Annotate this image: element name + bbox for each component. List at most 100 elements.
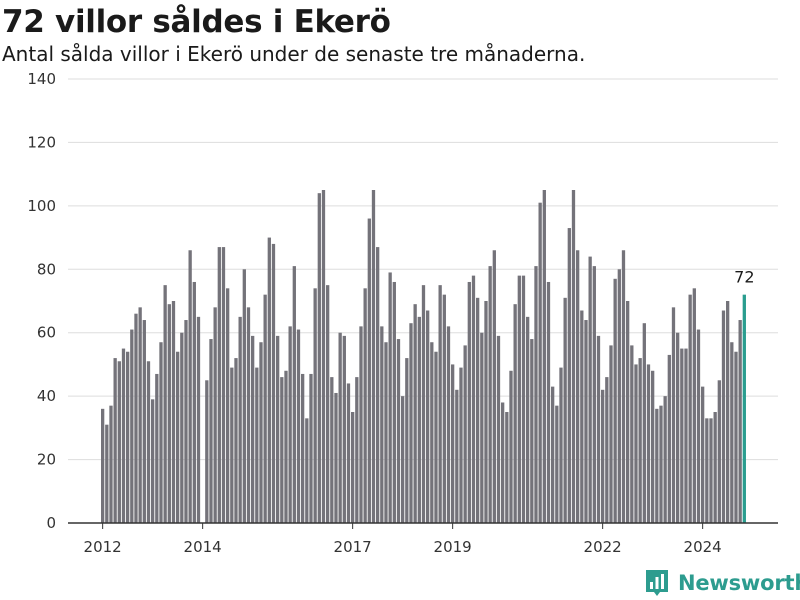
bar bbox=[288, 326, 292, 523]
bar bbox=[134, 313, 138, 523]
bar bbox=[626, 301, 630, 523]
x-tick-label: 2014 bbox=[184, 538, 222, 556]
bar bbox=[380, 326, 384, 523]
bar bbox=[321, 190, 326, 523]
bar bbox=[334, 392, 338, 523]
bar bbox=[717, 380, 721, 523]
chart-title: 72 villor såldes i Ekerö bbox=[2, 4, 391, 40]
bar bbox=[276, 335, 280, 523]
bar bbox=[109, 405, 113, 523]
bar bbox=[142, 320, 146, 523]
bar bbox=[421, 285, 426, 523]
bar bbox=[342, 335, 346, 523]
bar bbox=[542, 190, 546, 523]
bar bbox=[663, 396, 667, 523]
bar bbox=[355, 377, 359, 523]
bar bbox=[480, 332, 484, 523]
bar bbox=[192, 281, 196, 523]
bar bbox=[630, 345, 634, 523]
bar bbox=[430, 342, 434, 523]
bar bbox=[401, 396, 405, 523]
bar bbox=[221, 247, 226, 524]
bar bbox=[255, 367, 259, 523]
bar bbox=[205, 380, 209, 523]
bar bbox=[301, 373, 305, 523]
bar bbox=[467, 281, 471, 523]
bar bbox=[505, 412, 509, 523]
y-tick-label: 140 bbox=[27, 70, 56, 88]
bar bbox=[526, 316, 530, 523]
bar bbox=[105, 424, 109, 523]
bar bbox=[588, 256, 592, 523]
bar bbox=[138, 307, 142, 523]
bar bbox=[351, 412, 355, 523]
bar bbox=[646, 364, 651, 523]
bar bbox=[313, 288, 317, 523]
bar bbox=[684, 348, 688, 523]
bar bbox=[317, 193, 321, 523]
bar bbox=[213, 307, 217, 523]
bar bbox=[496, 335, 501, 523]
bar bbox=[476, 297, 480, 523]
bar bbox=[613, 278, 617, 523]
bar bbox=[409, 323, 413, 523]
bar bbox=[271, 243, 276, 523]
bar bbox=[734, 351, 738, 523]
bar bbox=[209, 339, 213, 523]
bar bbox=[226, 288, 230, 523]
bar bbox=[538, 202, 542, 523]
bar bbox=[651, 370, 655, 523]
bar bbox=[738, 320, 742, 523]
bar bbox=[188, 250, 192, 523]
bar bbox=[263, 294, 267, 523]
brand-logo[interactable]: Newsworthy bbox=[644, 568, 800, 598]
bar bbox=[113, 358, 117, 523]
bar bbox=[246, 307, 251, 523]
bar bbox=[363, 288, 367, 523]
bar bbox=[534, 266, 538, 523]
bar bbox=[171, 301, 176, 523]
bar bbox=[451, 364, 455, 523]
bar bbox=[705, 418, 709, 523]
bar bbox=[426, 310, 430, 523]
bar bbox=[659, 405, 663, 523]
highlight-bar bbox=[742, 294, 746, 523]
bar bbox=[413, 304, 417, 523]
bar bbox=[513, 304, 517, 523]
bar bbox=[459, 367, 463, 523]
bar bbox=[546, 281, 551, 523]
bar bbox=[642, 323, 646, 523]
bar bbox=[126, 351, 130, 523]
chart-subtitle: Antal sålda villor i Ekerö under de sena… bbox=[2, 42, 586, 66]
bar bbox=[196, 316, 201, 523]
bar bbox=[455, 389, 459, 523]
x-tick-label: 2019 bbox=[434, 538, 472, 556]
bar bbox=[701, 386, 705, 523]
bar bbox=[471, 275, 476, 523]
bar bbox=[555, 405, 559, 523]
bar bbox=[230, 367, 234, 523]
bar bbox=[242, 269, 246, 523]
bar bbox=[151, 399, 155, 523]
bar bbox=[671, 307, 676, 523]
bar bbox=[176, 351, 180, 523]
bar bbox=[101, 408, 105, 523]
bar bbox=[551, 386, 555, 523]
bar bbox=[159, 342, 163, 523]
bar bbox=[709, 418, 713, 523]
bar bbox=[438, 285, 442, 523]
bar bbox=[721, 310, 726, 523]
bar bbox=[267, 237, 271, 524]
bar bbox=[280, 377, 284, 523]
bar bbox=[284, 370, 288, 523]
bar bbox=[234, 358, 238, 523]
bar bbox=[488, 266, 492, 523]
newsworthy-chart-icon bbox=[646, 570, 668, 596]
bar bbox=[163, 285, 167, 523]
bar bbox=[388, 272, 392, 523]
bar bbox=[346, 383, 351, 523]
bar bbox=[330, 377, 334, 523]
x-tick-label: 2024 bbox=[684, 538, 722, 556]
bar bbox=[259, 342, 263, 523]
y-tick-label: 40 bbox=[37, 387, 56, 405]
